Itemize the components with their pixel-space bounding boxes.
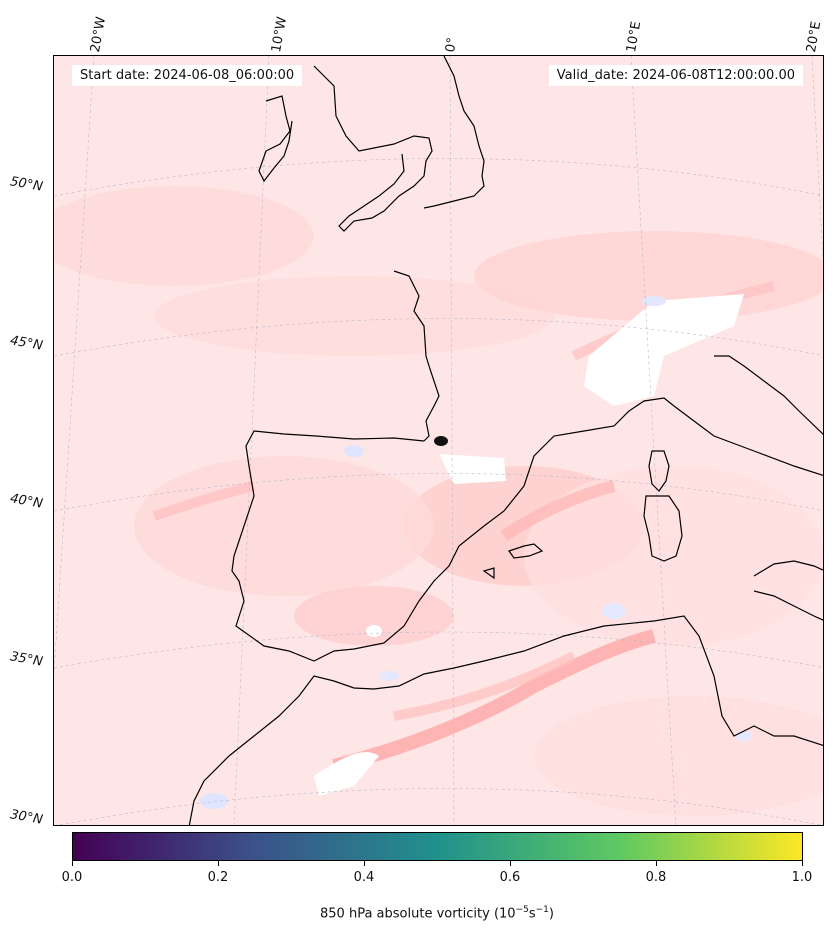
colorbar-label: 850 hPa absolute vorticity (10−5s−1) (320, 905, 554, 922)
lat-label-50n: 50°N (8, 174, 44, 195)
colorbar-tick-label: 0.4 (353, 870, 375, 885)
lon-label-20w: 20°W (88, 15, 110, 54)
colorbar-tick-label: 1.0 (791, 870, 813, 885)
colorbar-tick-label: 0.8 (645, 870, 667, 885)
valid-date-label: Valid_date: 2024-06-08T12:00:00.00 (548, 65, 803, 86)
colorbar-tick (656, 861, 657, 866)
lat-label-30n: 30°N (8, 807, 44, 828)
lon-label-10e: 10°E (624, 20, 645, 54)
coastlines (188, 56, 823, 825)
lat-label-35n: 35°N (8, 649, 44, 670)
colorbar-tick (364, 861, 365, 866)
graticule (54, 56, 823, 825)
lat-label-40n: 40°N (8, 491, 44, 512)
colorbar-tick (802, 861, 803, 866)
vorticity-map (54, 56, 823, 825)
lon-label-10w: 10°W (269, 15, 291, 54)
lon-label-20e: 20°E (804, 20, 825, 54)
colorbar-tick (72, 861, 73, 866)
colorbar-tick (510, 861, 511, 866)
station-marker (434, 436, 448, 446)
colorbar (72, 832, 803, 861)
colorbar-tick-label: 0.0 (61, 870, 83, 885)
start-date-label: Start date: 2024-06-08_06:00:00 (72, 65, 303, 86)
colorbar-tick-label: 0.6 (499, 870, 521, 885)
lat-label-45n: 45°N (8, 333, 44, 354)
colorbar-tick-label: 0.2 (207, 870, 229, 885)
vorticity-field (54, 56, 823, 825)
map-panel: Start date: 2024-06-08_06:00:00 Valid_da… (53, 55, 824, 826)
colorbar-tick (218, 861, 219, 866)
lon-label-0: 0° (443, 36, 461, 54)
